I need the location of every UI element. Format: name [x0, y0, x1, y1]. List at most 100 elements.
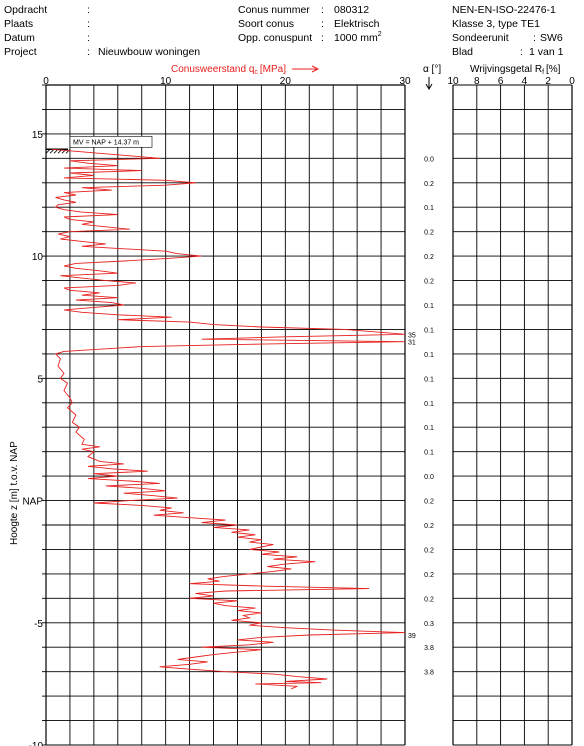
- header-label-blad: Blad: [452, 46, 473, 58]
- alpha-value: 0.2: [424, 572, 434, 579]
- off-scale-value: 31: [408, 340, 416, 347]
- alpha-value: 0.0: [424, 474, 434, 481]
- y-tick-label: NAP: [22, 497, 43, 508]
- header-label-conus-nummer: Conus nummer: [238, 4, 310, 16]
- alpha-value: 0.1: [424, 327, 434, 334]
- alpha-value: 3.8: [424, 670, 434, 677]
- friction-tick-label: 4: [522, 76, 528, 87]
- friction-title-main: Wrijvingsgetal R: [470, 64, 542, 75]
- off-scale-value: 39: [408, 633, 416, 640]
- header-value-opp-conuspunt: 1000 mm2: [334, 31, 382, 44]
- y-tick-label: 5: [37, 374, 43, 385]
- x-tick-label: 20: [280, 76, 292, 87]
- alpha-value: 0.2: [424, 547, 434, 554]
- alpha-value: 0.1: [424, 376, 434, 383]
- y-tick-label: -10: [29, 741, 44, 746]
- alpha-value: 0.3: [424, 621, 434, 628]
- opp-conuspunt-value: 1000 mm: [334, 32, 378, 44]
- header-label-soort-conus: Soort conus: [238, 18, 294, 30]
- ground-level-box: [69, 135, 153, 148]
- friction-tick-label: 0: [569, 76, 575, 87]
- header-colon: :: [321, 32, 324, 44]
- alpha-value: 0.2: [424, 523, 434, 530]
- friction-title-sub: f: [542, 69, 544, 76]
- header-colon: :: [87, 32, 90, 44]
- ground-hatch: [49, 149, 55, 154]
- header-value-sondeerunit: SW6: [540, 32, 563, 44]
- header-label-opdracht: Opdracht: [4, 4, 47, 16]
- friction-title-unit: [%]: [546, 64, 561, 75]
- qc-panel-grid: [42, 84, 406, 746]
- friction-tick-label: 10: [447, 76, 459, 87]
- y-tick-label: 10: [32, 252, 44, 263]
- alpha-value: 0.1: [424, 205, 434, 212]
- friction-tick-labels: 10 8 6 4 2 0: [447, 76, 575, 87]
- chart-title-text: Conusweerstand qc [MPa]: [171, 64, 286, 76]
- chart-title: Conusweerstand qc [MPa]: [171, 64, 320, 76]
- opp-conuspunt-sup: 2: [378, 31, 382, 38]
- header-klasse: Klasse 3, type TE1: [452, 18, 540, 30]
- alpha-value: 0.1: [424, 425, 434, 432]
- title-arrow-head: [311, 65, 320, 73]
- alpha-value: 0.1: [424, 352, 434, 359]
- alpha-value: 0.2: [424, 254, 434, 261]
- alpha-arrow-head: [425, 83, 433, 90]
- header-colon: :: [321, 18, 324, 30]
- ground-level-marker: MV = NAP + 14.37 m: [45, 135, 153, 154]
- y-tick-label: -5: [34, 619, 43, 630]
- alpha-value: 0.1: [424, 450, 434, 457]
- friction-tick-label: 2: [545, 76, 551, 87]
- header-colon: :: [87, 18, 90, 30]
- header-value-soort-conus: Elektrisch: [334, 18, 380, 30]
- header-label-sondeerunit: Sondeerunit: [452, 32, 509, 44]
- chart-title-main: Conusweerstand q: [171, 64, 254, 75]
- friction-title: Wrijvingsgetal Rf [%]: [470, 64, 561, 76]
- alpha-value: 0.2: [424, 230, 434, 237]
- alpha-value: 0.1: [424, 401, 434, 408]
- x-tick-labels: 0 10 20 30: [43, 76, 411, 87]
- friction-tick-label: 6: [498, 76, 504, 87]
- header-value-project: Nieuwbouw woningen: [98, 46, 200, 58]
- ground-level-label: MV = NAP + 14.37 m: [73, 139, 139, 146]
- header-colon: :: [520, 46, 523, 58]
- x-tick-label: 10: [160, 76, 172, 87]
- header-block: Opdracht : Plaats : Datum : Project : Ni…: [4, 4, 564, 58]
- header-label-datum: Datum: [4, 32, 35, 44]
- chart-title-unit: [MPa]: [260, 64, 286, 75]
- header-colon: :: [87, 46, 90, 58]
- alpha-values: 0.0 0.2 0.1 0.2 0.2 0.2 0.1 0.1 0.1 0.1 0.1 0.1 0.1 0…: [424, 156, 434, 676]
- header-colon: :: [533, 32, 536, 44]
- header-label-opp-conuspunt: Opp. conuspunt: [238, 32, 312, 44]
- alpha-value: 0.2: [424, 596, 434, 603]
- ground-hatch: [61, 149, 67, 154]
- ground-hatch: [45, 149, 51, 154]
- x-tick-label: 0: [43, 76, 49, 87]
- friction-panel-grid: [452, 84, 573, 746]
- header-value-conus-nummer: 080312: [334, 4, 369, 16]
- alpha-header-text: α [°]: [423, 64, 441, 75]
- header-norm: NEN-EN-ISO-22476-1: [452, 4, 556, 16]
- ground-hatch: [65, 149, 71, 154]
- y-axis-label: Hoogte z [m] t.o.v. NAP: [9, 441, 20, 545]
- header-colon: :: [321, 4, 324, 16]
- header-label-plaats: Plaats: [4, 18, 33, 30]
- alpha-value: 0.2: [424, 181, 434, 188]
- header-colon: :: [87, 4, 90, 16]
- qc-series-line: [51, 148, 406, 690]
- header-value-blad: 1 van 1: [529, 46, 564, 58]
- x-tick-label: 30: [399, 76, 411, 87]
- alpha-value: 0.2: [424, 279, 434, 286]
- friction-title-text: Wrijvingsgetal Rf [%]: [470, 64, 561, 76]
- alpha-value: 0.2: [424, 499, 434, 506]
- friction-tick-label: 8: [474, 76, 480, 87]
- alpha-header: α [°]: [423, 64, 441, 90]
- y-tick-label: 15: [32, 130, 44, 141]
- alpha-value: 0.0: [424, 156, 434, 163]
- chart-title-sub: c: [254, 69, 258, 76]
- off-scale-value: 35: [408, 332, 416, 339]
- alpha-value: 0.1: [424, 303, 434, 310]
- y-tick-labels: 15 10 5 NAP -5 -10: [22, 130, 43, 746]
- header-label-project: Project: [4, 46, 37, 58]
